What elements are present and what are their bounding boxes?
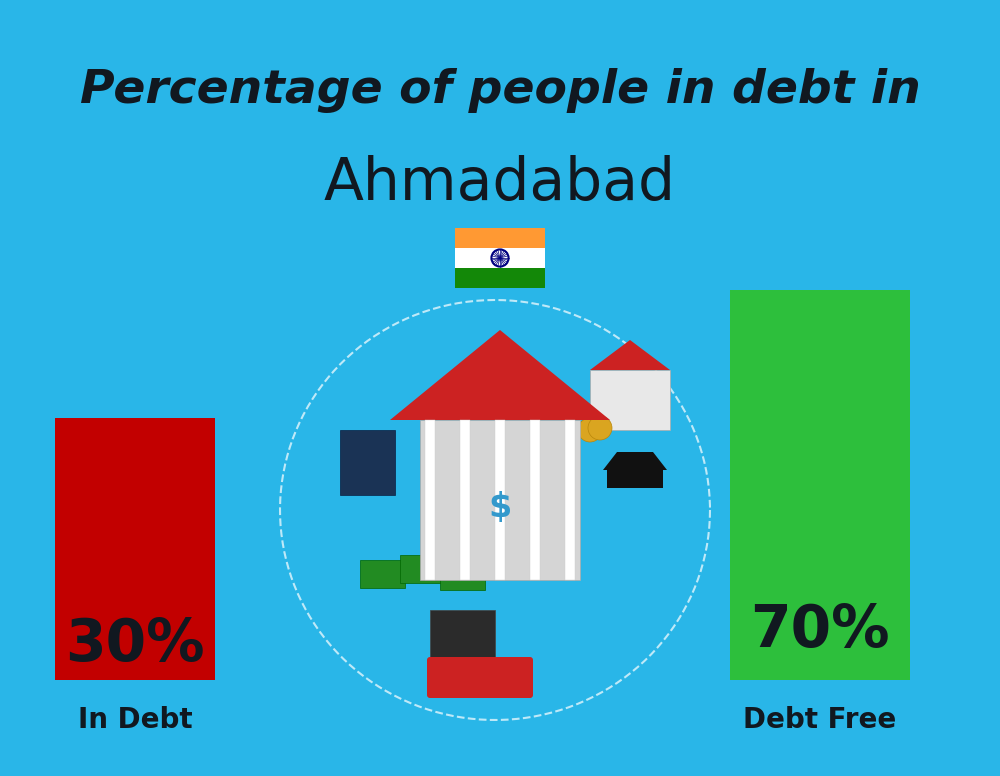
Text: 70%: 70% (750, 601, 890, 659)
Bar (425, 420, 435, 580)
Bar (430, 610, 495, 660)
Text: Debt Free: Debt Free (743, 706, 897, 734)
Bar (455, 248, 545, 268)
Text: 30%: 30% (65, 615, 205, 673)
Bar (460, 420, 470, 580)
Polygon shape (590, 340, 670, 370)
Text: $: $ (488, 491, 512, 525)
Bar (360, 560, 405, 588)
Bar (400, 555, 445, 583)
Bar (455, 268, 545, 288)
Circle shape (588, 416, 612, 440)
Bar (55, 418, 215, 680)
Bar (440, 562, 485, 590)
Text: Ahmadabad: Ahmadabad (324, 155, 676, 212)
FancyBboxPatch shape (427, 657, 533, 698)
Bar (590, 370, 670, 430)
Circle shape (578, 418, 602, 442)
Text: In Debt: In Debt (78, 706, 192, 734)
Bar (420, 420, 580, 580)
Polygon shape (603, 452, 667, 470)
Polygon shape (390, 330, 610, 420)
Bar (607, 470, 663, 488)
Bar (730, 290, 910, 680)
Bar (530, 420, 540, 580)
Text: Percentage of people in debt in: Percentage of people in debt in (80, 68, 920, 113)
Bar (565, 420, 575, 580)
Bar (455, 228, 545, 248)
Bar (340, 430, 395, 495)
Bar (495, 420, 505, 580)
